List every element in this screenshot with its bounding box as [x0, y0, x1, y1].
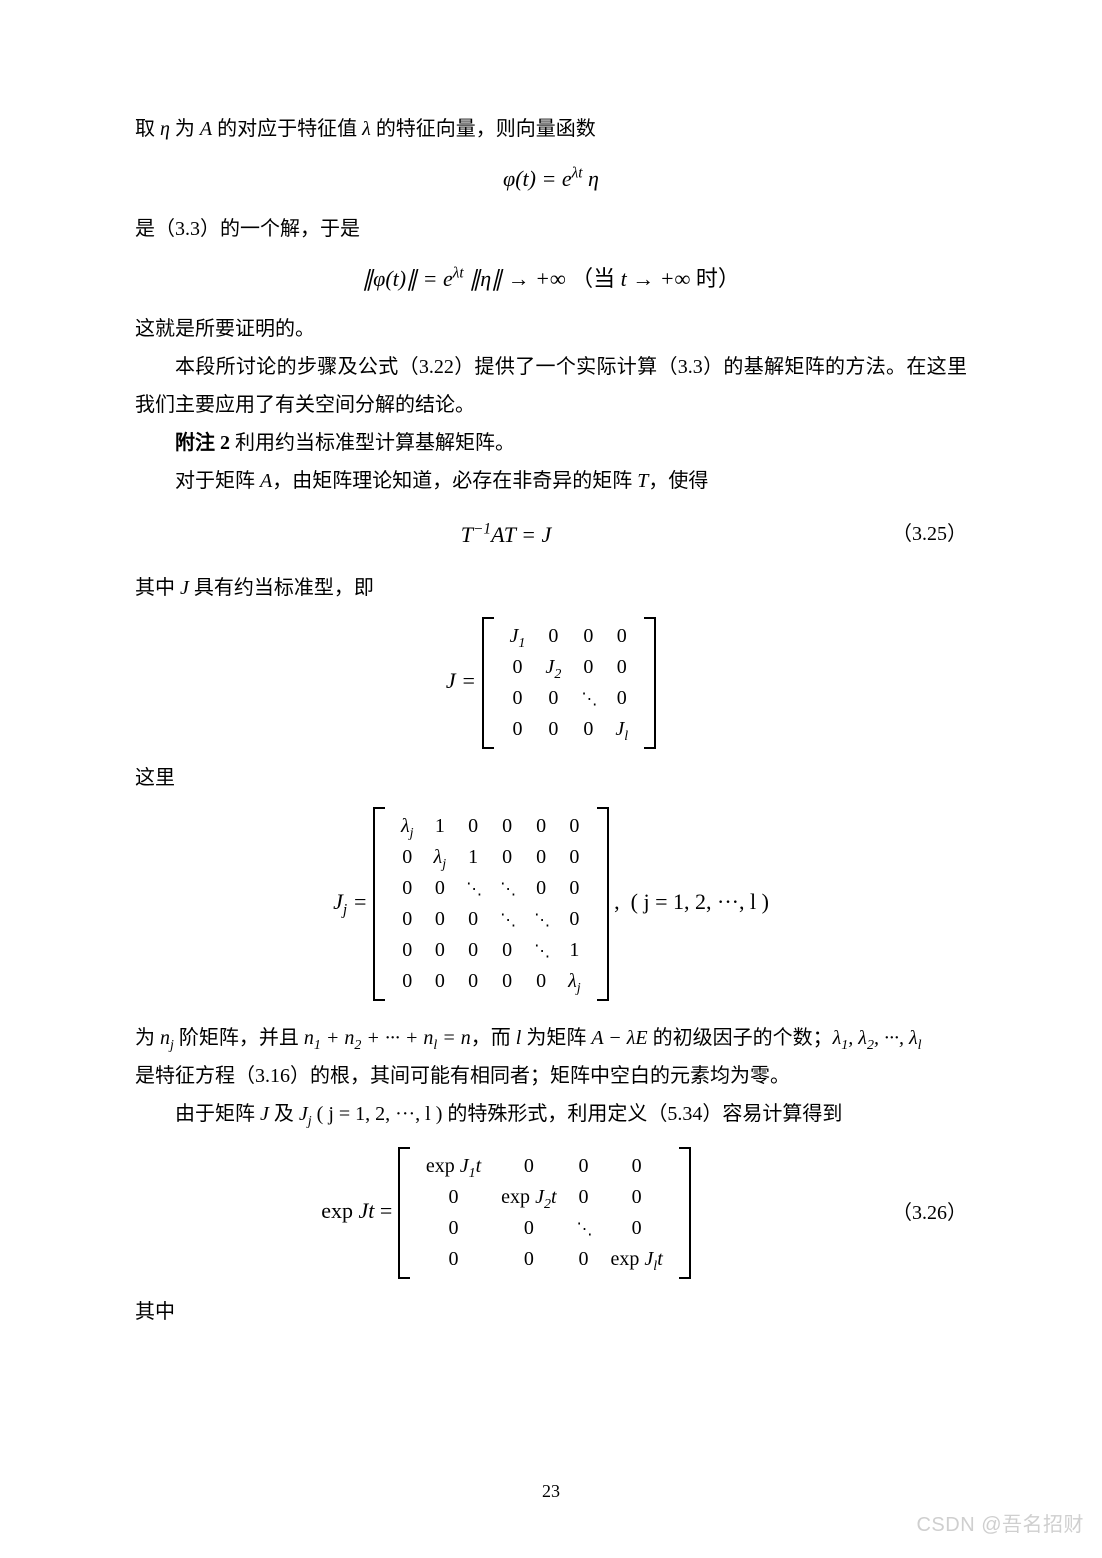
formula-norm: ∥φ(t)∥ = eλt ∥η∥ → +∞ （当 t → +∞ 时） [135, 258, 967, 300]
text: 的特征向量，则向量函数 [371, 118, 596, 140]
formula-content: exp Jt = exp J1t0000exp J2t0000⋱0000exp … [135, 1147, 877, 1279]
text: 取 [135, 118, 160, 140]
lhs: exp Jt = [321, 1198, 398, 1223]
formula-TAT: T−1AT = J （3.25） [135, 514, 967, 556]
paragraph-7: 其中 J 具有约当标准型，即 [135, 569, 967, 607]
formula-Jj-matrix: Jj = λj100000λj100000⋱⋱00000⋱⋱00000⋱1000… [135, 807, 967, 1001]
matrix-Jj-table: λj100000λj100000⋱⋱00000⋱⋱00000⋱100000λj [391, 811, 591, 997]
matrix-expJt: exp J1t0000exp J2t0000⋱0000exp Jlt [398, 1147, 691, 1279]
page: 取 η 为 A 的对应于特征值 λ 的特征向量，则向量函数 φ(t) = eλt… [0, 0, 1102, 1558]
formula-content: ∥φ(t)∥ = eλt ∥η∥ → +∞ （当 t → +∞ 时） [362, 266, 740, 291]
formula-content: φ(t) = eλt η [503, 166, 599, 191]
text: ，而 [471, 1027, 516, 1049]
condition-text: ( j = 1, 2, ···, l ) [631, 889, 769, 914]
formula-expJt: exp Jt = exp J1t0000exp J2t0000⋱0000exp … [135, 1147, 967, 1279]
text: ，由矩阵理论知道，必存在非奇异的矩阵 [272, 470, 637, 492]
formula-phi: φ(t) = eλt η [135, 158, 967, 200]
condition: , [614, 889, 631, 914]
var-nj: nj [160, 1027, 174, 1049]
paragraph-8: 这里 [135, 759, 967, 797]
paragraph-11: 其中 [135, 1293, 967, 1331]
var-A: A [260, 470, 272, 492]
text: 的初级因子的个数； [648, 1027, 833, 1049]
var-A: A [200, 118, 212, 140]
page-number: 23 [0, 1474, 1102, 1508]
var-eta: η [160, 118, 170, 140]
matrix-J: J10000J20000⋱0000Jl [482, 617, 657, 749]
text: 及 [269, 1103, 299, 1125]
matrix-J-table: J10000J20000⋱0000Jl [500, 621, 639, 745]
text: ，使得 [648, 470, 708, 492]
matrix-Jj: λj100000λj100000⋱⋱00000⋱⋱00000⋱100000λj [373, 807, 609, 1001]
var-Jj: Jj [299, 1103, 312, 1125]
text: 的特殊形式，利用定义（5.34）容易计算得到 [442, 1103, 842, 1125]
paragraph-remark: 附注 2 利用约当标准型计算基解矩阵。 [135, 424, 967, 462]
paren: ( j = 1, 2, ···, l ) [312, 1103, 443, 1125]
text: 对于矩阵 [175, 470, 260, 492]
remark-label: 附注 2 [175, 432, 230, 454]
text: 为 [135, 1027, 160, 1049]
text: 由于矩阵 [175, 1103, 260, 1125]
paragraph-10: 由于矩阵 J 及 Jj ( j = 1, 2, ···, l ) 的特殊形式，利… [135, 1095, 967, 1133]
expr-AlE: A − λE [591, 1027, 647, 1049]
text: 具有约当标准型，即 [189, 577, 374, 599]
formula-J-matrix: J = J10000J20000⋱0000Jl [135, 617, 967, 749]
remark-text: 利用约当标准型计算基解矩阵。 [230, 432, 515, 454]
paragraph-9b: 是特征方程（3.16）的根，其间可能有相同者；矩阵中空白的元素均为零。 [135, 1057, 967, 1095]
paragraph-3: 这就是所要证明的。 [135, 310, 967, 348]
paragraph-1: 取 η 为 A 的对应于特征值 λ 的特征向量，则向量函数 [135, 110, 967, 148]
var-J: J [260, 1103, 269, 1125]
text: 为 [170, 118, 200, 140]
var-lambda: λ [362, 118, 371, 140]
sum-n: n1 + n2 + ··· + nl = n [304, 1027, 471, 1049]
text: 的对应于特征值 [212, 118, 362, 140]
lhs: Jj = [333, 889, 373, 914]
paragraph-2: 是（3.3）的一个解，于是 [135, 210, 967, 248]
formula-content: T−1AT = J [135, 514, 877, 556]
text: 其中 [135, 577, 180, 599]
paragraph-4: 本段所讨论的步骤及公式（3.22）提供了一个实际计算（3.3）的基解矩阵的方法。… [135, 348, 967, 424]
text: 为矩阵 [521, 1027, 591, 1049]
text: 阶矩阵，并且 [174, 1027, 304, 1049]
paragraph-6: 对于矩阵 A，由矩阵理论知道，必存在非奇异的矩阵 T，使得 [135, 462, 967, 500]
eq-number: （3.26） [877, 1194, 967, 1232]
watermark: CSDN @吾名招财 [916, 1506, 1084, 1544]
lambdas: λ1, λ2, ···, λl [833, 1027, 922, 1049]
lhs: J = [446, 668, 482, 693]
matrix-expJt-table: exp J1t0000exp J2t0000⋱0000exp Jlt [416, 1151, 673, 1275]
paragraph-9: 为 nj 阶矩阵，并且 n1 + n2 + ··· + nl = n，而 l 为… [135, 1019, 967, 1057]
var-T: T [637, 470, 648, 492]
var-J: J [180, 577, 189, 599]
eq-number: （3.25） [877, 515, 967, 553]
